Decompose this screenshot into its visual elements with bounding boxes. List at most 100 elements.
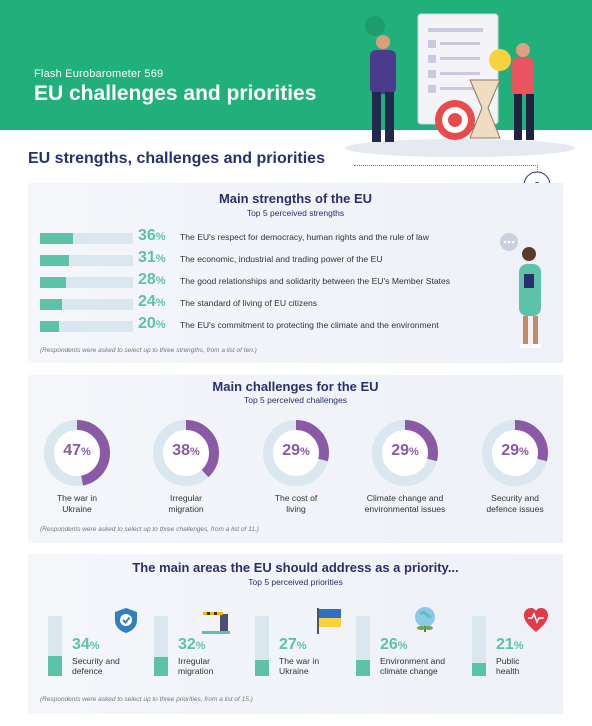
dotted-connector: [354, 165, 538, 166]
hero-illustration: [345, 13, 575, 157]
donut-slice: [482, 420, 548, 486]
percent-sign: %: [81, 446, 91, 458]
priority-bar: [48, 655, 62, 676]
strengths-subtitle: Top 5 perceived strengths: [246, 208, 345, 218]
challenge-label: Climate change and environmental issues: [364, 493, 446, 514]
challenges-note: (Respondents were asked to select up to …: [40, 526, 259, 533]
percent-sign: %: [300, 446, 310, 458]
strength-bar: [40, 277, 67, 288]
woman-illustration: [500, 233, 541, 348]
challenge-item: 29% Climate change and environmental issue…: [355, 418, 455, 515]
priority-bar-track: [356, 616, 370, 676]
percent-sign: %: [409, 446, 419, 458]
globe-plant-icon: [415, 607, 435, 632]
priority-bar-track: [472, 616, 486, 676]
percent-sign: %: [519, 446, 529, 458]
challenge-donut: [482, 420, 548, 486]
strength-bar: [40, 299, 63, 310]
priority-bar: [356, 660, 370, 676]
strength-label: The EU's respect for democracy, human ri…: [180, 232, 429, 242]
priority-bar: [255, 659, 269, 676]
challenge-item: 38% Irregular migration: [136, 418, 236, 515]
challenge-donut: [44, 420, 110, 486]
section-heading: EU strengths, challenges and priorities: [28, 150, 325, 167]
priority-label: Security and defence: [72, 656, 120, 676]
challenge-donut: [263, 420, 329, 486]
challenge-label: Security and defence issues: [486, 493, 544, 514]
percent-sign: %: [397, 640, 408, 652]
percent-sign: %: [155, 275, 166, 287]
priority-bar-track: [255, 616, 269, 676]
percent-sign: %: [513, 640, 524, 652]
priority-value: 32%: [178, 636, 206, 653]
ukraine-flag-icon: [317, 608, 341, 634]
strength-row: 36% The EU's respect for democracy, human…: [40, 227, 500, 246]
priorities-note: (Respondents were asked to select up to …: [40, 696, 253, 703]
challenge-item: 29% Security and defence issues: [465, 418, 565, 515]
strength-bar: [40, 233, 74, 244]
priorities-panel: The main areas the EU should address as …: [28, 554, 563, 714]
strengths-panel: Main strengths of the EU Top 5 perceived…: [28, 183, 563, 363]
percent-sign: %: [155, 319, 166, 331]
percent-sign: %: [155, 253, 166, 265]
percent-sign: %: [296, 640, 307, 652]
challenge-value: 38%: [172, 442, 200, 459]
priority-label: Environment and climate change: [380, 656, 445, 676]
challenges-title: Main challenges for the EU: [212, 379, 379, 394]
strengths-note: (Respondents were asked to select up to …: [40, 347, 257, 354]
challenge-label: The cost of living: [274, 493, 318, 514]
survey-kicker: Flash Eurobarometer 569: [34, 68, 164, 80]
challenge-value: 29%: [282, 442, 310, 459]
priority-item: 32% Irregular migration: [154, 610, 264, 680]
percent-sign: %: [195, 640, 206, 652]
priority-item: 34% Security and defence: [48, 608, 158, 680]
strength-label: The standard of living of EU citizens: [180, 298, 318, 308]
priority-value: 21%: [496, 636, 524, 653]
percent-sign: %: [190, 446, 200, 458]
percent-sign: %: [155, 297, 166, 309]
priorities-title: The main areas the EU should address as …: [132, 560, 459, 575]
priority-label: Irregular migration: [178, 656, 214, 676]
priority-bar: [472, 663, 486, 676]
priority-label: Public health: [496, 656, 520, 676]
challenge-donut: [153, 420, 219, 486]
strength-bar-track: [40, 277, 133, 288]
percent-sign: %: [89, 640, 100, 652]
challenge-label: Irregular migration: [168, 493, 204, 514]
strength-value: 24%: [138, 293, 166, 310]
strength-row: 20% The EU's commitment to protecting the…: [40, 315, 500, 334]
priority-item: 27% The war in Ukraine: [255, 608, 365, 680]
heart-icon: [524, 608, 548, 632]
strength-row: 28% The good relationships and solidarity…: [40, 271, 500, 290]
shield-icon: [115, 608, 137, 633]
strength-bar-track: [40, 321, 133, 332]
challenge-value: 29%: [501, 442, 529, 459]
priorities-subtitle: Top 5 perceived priorities: [248, 577, 343, 587]
strength-label: The EU's commitment to protecting the cl…: [180, 320, 439, 330]
challenge-value: 29%: [391, 442, 419, 459]
strength-row: 31% The economic, industrial and trading …: [40, 249, 500, 268]
strength-bar-track: [40, 299, 133, 310]
challenge-item: 47% The war in Ukraine: [27, 418, 127, 515]
strength-value: 28%: [138, 271, 166, 288]
strengths-title: Main strengths of the EU: [218, 191, 373, 206]
strength-row: 24% The standard of living of EU citizens: [40, 293, 500, 312]
priority-value: 27%: [279, 636, 307, 653]
donut-slice: [153, 420, 219, 486]
percent-sign: %: [155, 231, 166, 243]
challenge-label: The war in Ukraine: [56, 493, 98, 514]
strength-bar: [40, 255, 69, 266]
strength-bar: [40, 321, 59, 332]
page-title: EU challenges and priorities: [34, 82, 317, 105]
strength-value: 31%: [138, 249, 166, 266]
challenge-value: 47%: [63, 442, 91, 459]
priority-item: 21% Public health: [472, 608, 582, 680]
strength-value: 36%: [138, 227, 166, 244]
priority-bar: [154, 656, 168, 676]
priority-value: 26%: [380, 636, 408, 653]
donut-slice: [372, 420, 438, 486]
challenge-item: 29% The cost of living: [246, 418, 346, 515]
strength-bar-track: [40, 233, 133, 244]
strength-value: 20%: [138, 315, 166, 332]
strength-bar-track: [40, 255, 133, 266]
